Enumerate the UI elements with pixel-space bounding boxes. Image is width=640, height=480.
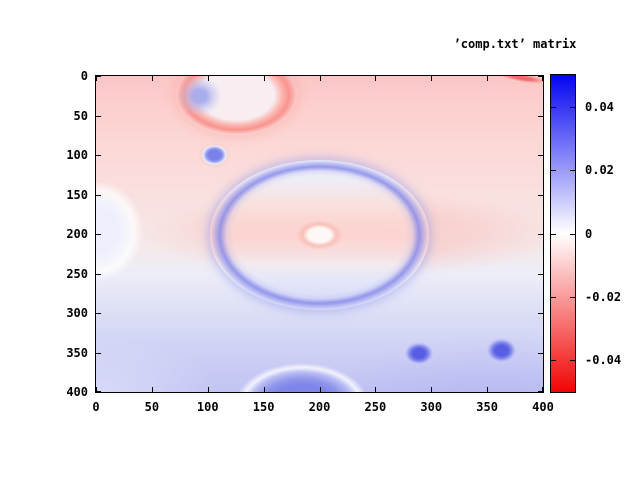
y-tick-mark xyxy=(96,76,101,77)
x-tick-mark xyxy=(542,387,543,392)
colorbar-frame xyxy=(550,74,576,393)
blue-dot-a xyxy=(403,340,435,366)
y-tick-mark xyxy=(96,391,101,392)
y-tick-mark xyxy=(96,234,101,235)
plot-frame xyxy=(95,75,544,393)
x-tick-mark xyxy=(487,387,489,392)
x-tick-label: 300 xyxy=(420,400,443,414)
y-tick-label: 350 xyxy=(66,345,88,360)
y-tick-mark xyxy=(538,115,543,117)
blue-dot-b xyxy=(484,336,519,364)
y-tick-mark xyxy=(538,155,543,156)
colorbar-tick-mark xyxy=(570,296,575,298)
x-tick-mark xyxy=(375,76,377,81)
colorbar-tick-mark xyxy=(570,360,575,362)
y-tick-mark xyxy=(538,352,543,354)
x-tick-mark xyxy=(319,76,321,81)
x-tick-mark xyxy=(96,76,97,81)
x-tick-mark xyxy=(151,76,153,81)
x-tick-mark xyxy=(487,76,489,81)
inner-red-ring xyxy=(296,219,343,250)
colorbar-tick-label: 0.02 xyxy=(585,163,614,178)
x-tick-label: 200 xyxy=(308,400,331,414)
colorbar-tick-mark xyxy=(551,296,556,298)
colorbar-tick-mark xyxy=(570,170,575,172)
y-tick-mark xyxy=(538,76,543,77)
y-tick-label: 150 xyxy=(66,187,88,202)
top-right-red-streak xyxy=(497,76,543,87)
x-tick-mark xyxy=(263,387,265,392)
y-tick-mark xyxy=(96,155,101,156)
y-tick-mark xyxy=(538,313,543,314)
y-tick-mark xyxy=(96,194,101,196)
colorbar-tick-label: -0.04 xyxy=(585,353,622,368)
x-tick-mark xyxy=(542,76,543,81)
bottom-blue-dome xyxy=(234,362,369,392)
colorbar-tick-label: -0.02 xyxy=(585,289,622,304)
y-tick-mark xyxy=(96,352,101,354)
y-tick-label: 200 xyxy=(66,227,88,241)
x-tick-mark xyxy=(375,387,377,392)
x-tick-mark xyxy=(207,387,209,392)
colorbar-tick-mark xyxy=(551,170,556,172)
y-tick-label: 400 xyxy=(66,385,88,399)
y-tick-mark xyxy=(538,391,543,392)
top-ellipse-blue-patch xyxy=(177,76,223,116)
y-tick-mark xyxy=(538,194,543,196)
x-tick-mark xyxy=(431,76,433,81)
x-tick-label: 100 xyxy=(196,400,219,414)
x-tick-mark xyxy=(151,387,153,392)
x-tick-mark xyxy=(431,387,433,392)
x-tick-label: 150 xyxy=(252,400,275,414)
colorbar-tick-label: 0.04 xyxy=(585,99,614,114)
x-tick-mark xyxy=(96,387,97,392)
x-tick-label: 50 xyxy=(144,400,160,414)
left-edge-pale-blob xyxy=(96,181,143,281)
y-tick-mark xyxy=(96,313,101,314)
x-tick-label: 0 xyxy=(92,400,100,414)
x-tick-label: 400 xyxy=(532,400,554,414)
y-tick-mark xyxy=(538,273,543,275)
colorbar-tick-label: 0 xyxy=(585,226,593,241)
colorbar-tick-mark xyxy=(551,233,556,235)
heatmap-field xyxy=(96,76,543,392)
y-tick-mark xyxy=(538,234,543,235)
x-tick-label: 250 xyxy=(364,400,387,414)
x-tick-mark xyxy=(207,76,209,81)
x-tick-label: 350 xyxy=(476,400,498,414)
plot-key-label: ’comp.txt’ matrix xyxy=(453,37,577,51)
colorbar-tick-mark xyxy=(570,106,575,108)
x-tick-mark xyxy=(319,387,321,392)
y-tick-label: 300 xyxy=(66,306,88,320)
colorbar-gradient xyxy=(551,75,575,392)
x-tick-mark xyxy=(263,76,265,81)
y-tick-mark xyxy=(96,115,101,117)
colorbar-tick-mark xyxy=(570,233,575,235)
y-tick-label: 0 xyxy=(80,69,88,83)
colorbar-tick-mark xyxy=(551,360,556,362)
colorbar-tick-mark xyxy=(551,106,556,108)
y-tick-mark xyxy=(96,273,101,275)
small-blue-dot xyxy=(197,142,232,168)
y-tick-label: 250 xyxy=(66,266,88,281)
y-tick-label: 100 xyxy=(66,148,88,162)
y-tick-label: 50 xyxy=(73,108,88,123)
